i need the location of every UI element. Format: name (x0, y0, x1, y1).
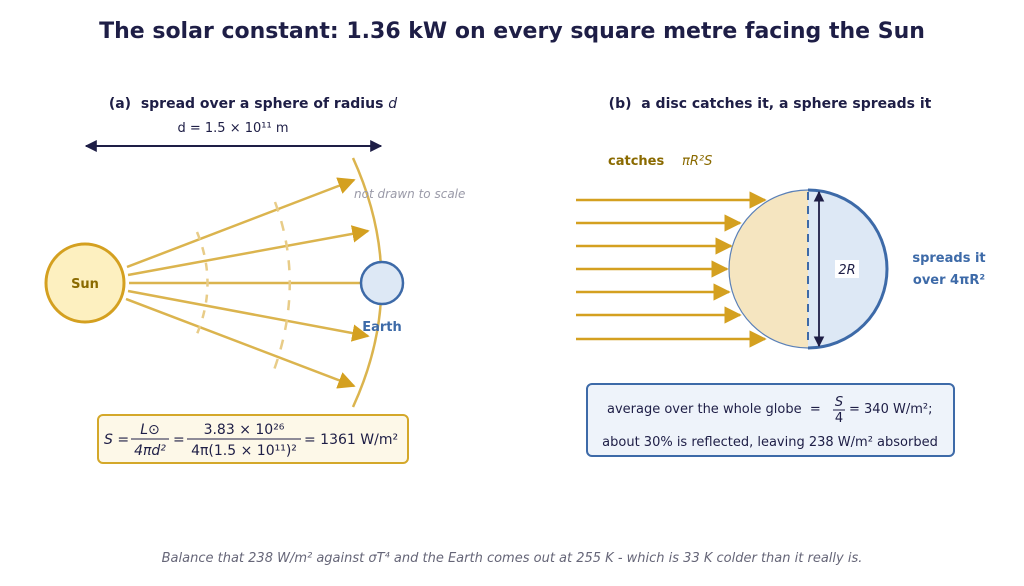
formula-result: = 1361 W/m² (304, 432, 398, 448)
formula: S = L⊙ 4πd² = 3.83 × 10²⁶ 4π(1.5 × 10¹¹)… (104, 422, 398, 459)
sun-label: Sun (71, 277, 99, 292)
panel-a-heading: (a) spread over a sphere of radius d (109, 96, 397, 112)
catches-expr: πR²S (682, 154, 712, 169)
formula-lhs: S = (104, 432, 129, 448)
heading-text: (a) spread over a sphere of radius (109, 96, 388, 112)
spreads-label: over 4πR² (913, 273, 985, 288)
sphere-outline (807, 188, 889, 350)
dashed-arc (272, 201, 291, 371)
panel-b-heading: (b) a disc catches it, a sphere spreads … (609, 96, 932, 112)
formula-num: L⊙ (140, 422, 160, 438)
formula-num: 3.83 × 10²⁶ (204, 422, 285, 438)
box-result: = 340 W/m²; (849, 402, 932, 417)
catches-label: catches (608, 154, 664, 169)
box-text: about 30% is reflected, leaving 238 W/m²… (602, 435, 938, 450)
box-num: S (835, 395, 843, 410)
distance-label: d = 1.5 × 10¹¹ m (177, 121, 288, 136)
disc-outline (728, 189, 809, 349)
average-box (586, 383, 955, 457)
sun (44, 242, 126, 324)
footer: Balance that 238 W/m² against σT⁴ and th… (162, 551, 863, 566)
spreads-label: spreads it (912, 251, 985, 266)
box-text: average over the whole globe = (607, 402, 821, 417)
title: The solar constant: 1.36 kW on every squ… (99, 19, 925, 44)
label-bg (835, 260, 859, 278)
incoming-rays (576, 191, 767, 348)
formula-eq: = (173, 432, 185, 448)
disc-half (729, 190, 808, 348)
box-den: 4 (835, 411, 843, 426)
earth-label: Earth (362, 320, 402, 335)
note: not drawn to scale (354, 187, 465, 201)
rays (125, 177, 370, 389)
formula-den: 4πd² (134, 443, 166, 459)
earth (359, 260, 405, 306)
dashed-arc (195, 231, 209, 335)
formula-den: 4π(1.5 × 10¹¹)² (191, 443, 297, 459)
heading-var: d (388, 96, 397, 112)
diameter-label: 2R (838, 263, 855, 278)
